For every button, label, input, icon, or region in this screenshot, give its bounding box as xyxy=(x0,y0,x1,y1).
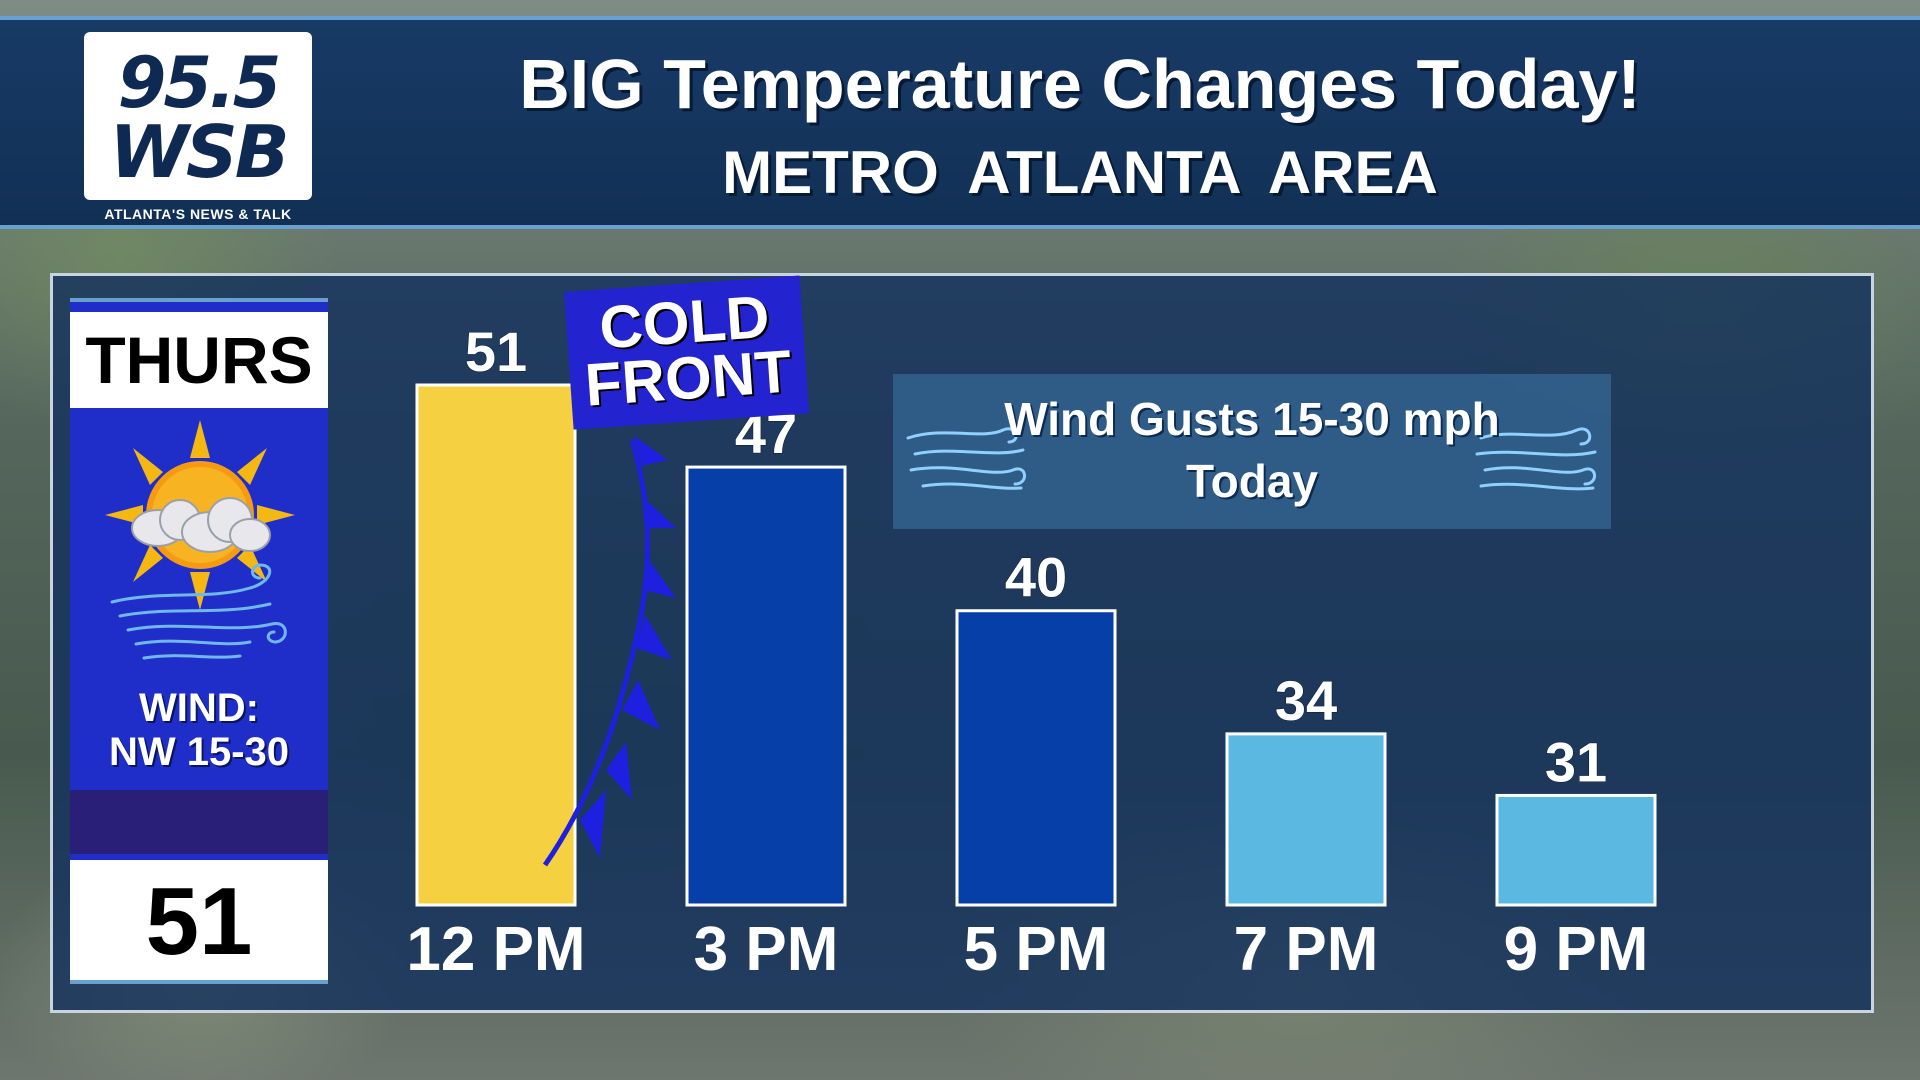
header-banner xyxy=(0,16,1920,229)
cold-front-label: COLD FRONT xyxy=(564,275,810,430)
category-label: 5 PM xyxy=(964,915,1109,984)
cold-front-triangle xyxy=(636,615,672,660)
category-label: 7 PM xyxy=(1234,915,1379,984)
wind-gusts-line1: Wind Gusts 15-30 mph xyxy=(1004,393,1500,445)
cold-front-triangle xyxy=(622,680,660,730)
category-label: 12 PM xyxy=(406,915,585,984)
page-title: BIG Temperature Changes Today! xyxy=(519,45,1641,123)
value-label: 34 xyxy=(1275,669,1337,732)
logo-frequency: 95.5 xyxy=(117,42,282,124)
cold-front-triangle xyxy=(644,556,676,598)
day-label: THURS xyxy=(70,312,328,408)
cold-front-triangle xyxy=(580,790,606,858)
bar-5-pm xyxy=(955,609,1117,907)
cold-front-triangle xyxy=(606,742,632,800)
wind-label: WIND: NW 15-30 xyxy=(70,686,328,774)
wind-label-line1: WIND: xyxy=(139,686,259,730)
wind-gusts-line2: Today xyxy=(1185,455,1319,507)
cold-front-triangle xyxy=(642,496,676,528)
station-logo: 95.5 WSB xyxy=(84,32,312,200)
wind-swirl-right-icon xyxy=(1475,427,1597,491)
sun-cloud-wind-icon xyxy=(105,420,295,660)
day-summary-card: THURS xyxy=(70,298,328,984)
page-subtitle: METRO ATLANTA AREA xyxy=(722,139,1438,206)
value-label: 51 xyxy=(465,320,527,383)
value-label: 40 xyxy=(1005,546,1067,609)
high-temperature: 51 xyxy=(70,860,328,980)
wind-label-line2: NW 15-30 xyxy=(108,730,290,774)
bar-9-pm xyxy=(1495,793,1657,907)
logo-tagline: ATLANTA'S NEWS & TALK xyxy=(104,206,292,222)
cloud-icon xyxy=(131,497,271,553)
cold-front-triangle xyxy=(634,436,668,466)
bar-3-pm xyxy=(685,465,847,907)
cold-front-line2: FRONT xyxy=(582,337,794,419)
bar-7-pm xyxy=(1225,732,1387,907)
category-label: 3 PM xyxy=(694,915,839,984)
logo-callsign: WSB xyxy=(109,110,289,194)
wind-icon xyxy=(110,563,287,660)
wind-gusts-note: Wind Gusts 15-30 mph Today xyxy=(893,374,1611,529)
bar-12-pm xyxy=(415,383,577,907)
card-divider-band xyxy=(70,790,328,854)
wind-swirl-left-icon xyxy=(906,427,1026,490)
category-label: 9 PM xyxy=(1504,915,1649,984)
value-label: 31 xyxy=(1545,730,1607,793)
